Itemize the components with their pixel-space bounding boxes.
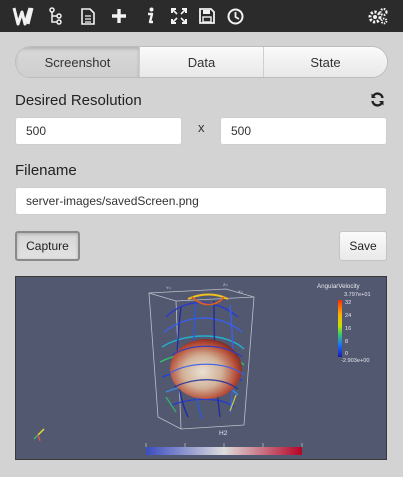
pipeline-icon[interactable]: [44, 4, 68, 28]
svg-text:Y=: Y=: [166, 285, 172, 290]
bottom-bar-ticks: [145, 443, 303, 447]
document-icon[interactable]: [76, 4, 100, 28]
rendered-scene: Y= Z= X= AngularVelocity 3.797e+01 32 24…: [33, 282, 371, 455]
rendered-body: [170, 339, 242, 399]
resolution-width-input[interactable]: [15, 117, 182, 145]
tab-state[interactable]: State: [263, 47, 387, 77]
capture-button[interactable]: Capture: [15, 231, 80, 261]
filename-input[interactable]: [15, 187, 387, 215]
refresh-icon[interactable]: [367, 89, 387, 109]
legend-color-bar: [338, 300, 342, 357]
tab-bar: Screenshot Data State: [15, 46, 388, 78]
fullscreen-icon[interactable]: [167, 4, 191, 28]
settings-icon[interactable]: [365, 4, 391, 28]
svg-text:Z=: Z=: [223, 282, 228, 287]
info-icon[interactable]: [138, 4, 162, 28]
clock-icon[interactable]: [223, 4, 247, 28]
streamlines-front: [165, 345, 245, 413]
legend-tick-24: 24: [345, 313, 351, 319]
resolution-separator: x: [198, 120, 205, 135]
legend-tick-16: 16: [345, 326, 351, 332]
legend-max: 3.797e+01: [344, 292, 371, 298]
legend-tick-8: 8: [345, 339, 348, 345]
legend-tick-32: 32: [345, 300, 351, 306]
paraview-logo-icon[interactable]: [12, 4, 36, 28]
svg-text:X=: X=: [238, 289, 244, 294]
resolution-height-input[interactable]: [220, 117, 387, 145]
top-toolbar: [0, 0, 403, 32]
render-view[interactable]: Y= Z= X= AngularVelocity 3.797e+01 32 24…: [15, 276, 387, 460]
orientation-axes-icon: [33, 428, 45, 442]
tab-data[interactable]: Data: [139, 47, 263, 77]
bottom-color-bar: [146, 447, 302, 455]
resolution-label: Desired Resolution: [15, 92, 142, 109]
filename-label: Filename: [15, 162, 77, 179]
axis-ticks: Y= Z= X=: [166, 282, 244, 294]
tab-screenshot[interactable]: Screenshot: [16, 47, 139, 77]
legend-title: AngularVelocity: [317, 283, 361, 290]
plus-icon[interactable]: [107, 4, 131, 28]
save-icon[interactable]: [195, 4, 219, 28]
save-button[interactable]: Save: [339, 231, 387, 261]
legend-min: -2.903e+00: [341, 358, 369, 364]
bottom-label: H2: [219, 430, 228, 437]
legend-tick-0: 0: [345, 351, 348, 357]
